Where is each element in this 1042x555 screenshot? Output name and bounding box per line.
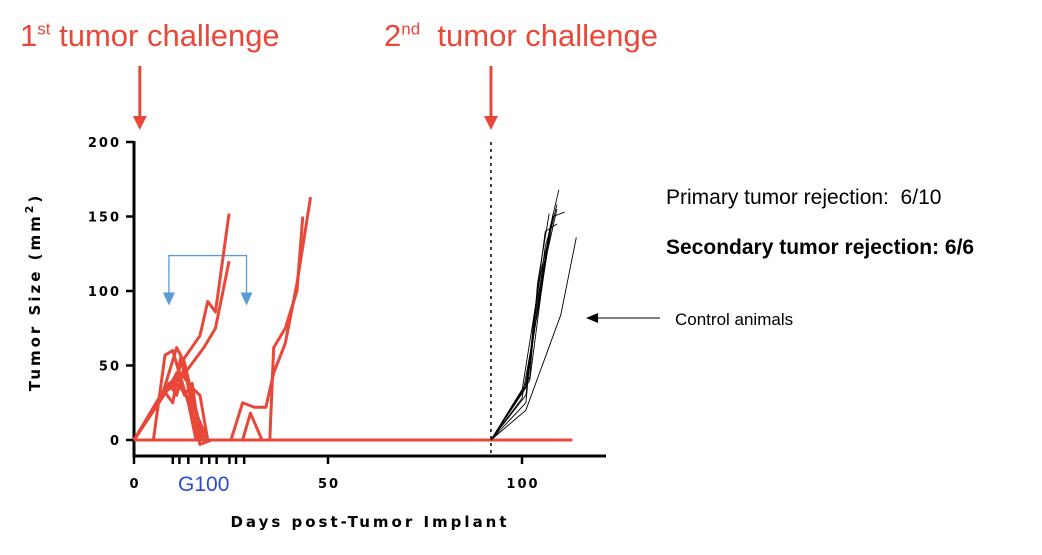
treated-10: [132, 378, 206, 441]
bracket-arrow-icon-0: [162, 292, 175, 306]
second-challenge-text: tumor challenge: [420, 18, 658, 53]
y-tick-label-100: 100: [88, 285, 121, 300]
x-tick-label-100: 100: [506, 477, 539, 492]
y-axis-label: Tumor Size (mm2): [23, 193, 44, 392]
treated-5: [134, 216, 305, 442]
control-arrowhead-icon: [586, 313, 598, 323]
x-tick-label-50: 50: [318, 477, 340, 492]
bracket-arrow-icon-1: [240, 292, 253, 306]
treatment-label: G100: [178, 473, 230, 496]
first-challenge-label: 1st tumor challenge: [20, 18, 280, 54]
control-10: [490, 213, 550, 441]
primary-rejection-text: Primary tumor rejection: 6/10: [666, 186, 942, 209]
y-tick-label-0: 0: [110, 434, 121, 449]
x-axis-label: Days post-Tumor Implant: [230, 513, 509, 531]
second-challenge-label: 2nd tumor challenge: [384, 18, 658, 54]
treated-9: [132, 364, 213, 446]
y-tick-label-50: 50: [99, 360, 121, 375]
control-8: [490, 213, 554, 441]
first-challenge-sup: st: [37, 19, 51, 39]
secondary-rejection-text: Secondary tumor rejection: 6/6: [666, 236, 975, 259]
first-challenge-text: tumor challenge: [50, 18, 280, 53]
y-tick-label-200: 200: [88, 136, 121, 151]
x-tick-label-0: 0: [129, 477, 140, 492]
control-7: [490, 223, 558, 441]
control-2: [490, 189, 560, 441]
y-tick-label-150: 150: [88, 211, 121, 226]
second-challenge-sup: nd: [401, 19, 421, 39]
treated-3: [134, 349, 573, 442]
first-challenge-num: 1: [20, 18, 38, 53]
y-axis-label-main: Tumor Size (mm: [26, 213, 44, 391]
control-animals-label: Control animals: [675, 310, 794, 329]
control-9: [490, 237, 577, 441]
second-challenge-num: 2: [384, 18, 402, 53]
first-challenge-arrowhead-icon: [132, 116, 147, 130]
treated-4: [132, 196, 313, 442]
y-axis-label-sup: 2: [23, 203, 36, 214]
y-axis-label-end: ): [26, 193, 44, 203]
treatment-bracket: [168, 254, 248, 296]
control-6: [490, 208, 558, 441]
second-challenge-arrowhead-icon: [483, 116, 498, 130]
